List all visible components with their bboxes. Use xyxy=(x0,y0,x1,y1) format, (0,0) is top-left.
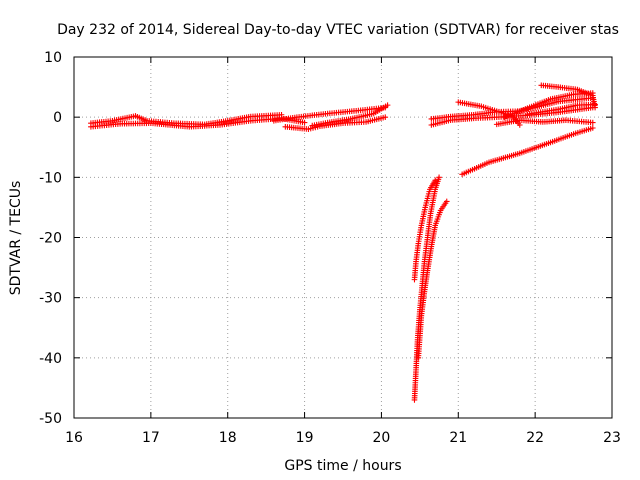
y-tick-label: -50 xyxy=(39,411,62,427)
data-points xyxy=(88,82,598,403)
data-series-arc-6 xyxy=(411,174,442,403)
data-series-arc-7 xyxy=(411,177,439,283)
data-series-arc-5 xyxy=(309,102,391,129)
data-series-arc-13 xyxy=(493,117,596,128)
data-point xyxy=(589,119,596,126)
y-tick-label: -10 xyxy=(39,170,62,186)
data-point xyxy=(301,119,308,126)
x-tick-label: 22 xyxy=(526,430,544,446)
x-tick-label: 17 xyxy=(142,430,160,446)
data-series-arc-16 xyxy=(524,101,598,117)
data-point xyxy=(592,101,598,108)
x-tick-label: 16 xyxy=(65,430,83,446)
y-tick-label: 10 xyxy=(44,50,62,66)
data-point xyxy=(432,177,439,184)
data-point xyxy=(382,114,389,120)
x-tick-label: 20 xyxy=(373,430,391,446)
x-tick-label: 23 xyxy=(603,430,621,446)
data-point xyxy=(443,198,450,205)
x-tick-label: 19 xyxy=(296,430,314,446)
x-axis-label: GPS time / hours xyxy=(284,458,401,474)
data-point xyxy=(436,174,442,181)
x-tick-label: 18 xyxy=(219,430,237,446)
data-point xyxy=(384,102,391,108)
y-tick-label: 0 xyxy=(53,110,62,126)
data-series-arc-12 xyxy=(455,99,523,128)
data-series-arc-2 xyxy=(88,115,308,130)
data-point xyxy=(589,125,596,131)
y-tick-label: -40 xyxy=(39,351,62,367)
y-tick-label: -20 xyxy=(39,231,62,247)
data-series-arc-15 xyxy=(538,82,598,111)
data-series-arc-4 xyxy=(282,114,389,132)
axis-ticks xyxy=(73,56,613,419)
data-series-arc-8 xyxy=(415,198,450,361)
data-series-arc-14 xyxy=(501,90,596,120)
data-series-arc-11 xyxy=(459,125,596,178)
x-tick-labels: 16 17 18 19 20 21 22 23 xyxy=(65,430,621,446)
x-tick-label: 21 xyxy=(449,430,467,446)
data-point xyxy=(516,122,523,128)
y-tick-label: -30 xyxy=(39,291,62,307)
y-tick-labels: -50 -40 -30 -20 -10 0 10 xyxy=(39,50,62,427)
chart-title: Day 232 of 2014, Sidereal Day-to-day VTE… xyxy=(57,22,619,38)
y-axis-label: SDTVAR / TECUs xyxy=(8,181,24,296)
grid-lines xyxy=(74,57,612,418)
